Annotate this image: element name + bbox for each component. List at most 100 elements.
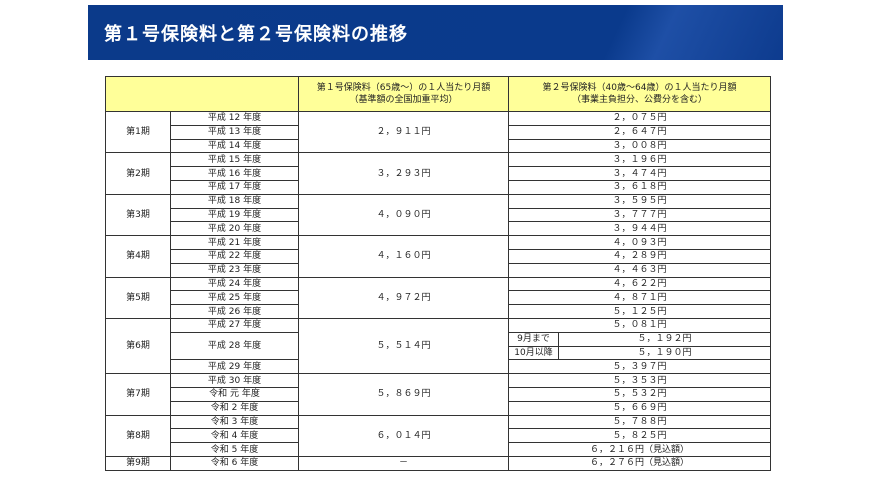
premium2-value: ５，０８１円 <box>508 317 771 333</box>
premium2-value: ３，００８円 <box>508 138 771 154</box>
premium1-value: ２，９１１円 <box>298 110 509 154</box>
premium2-value: ４，８７１円 <box>508 290 771 306</box>
period-label: 第4期 <box>105 235 171 278</box>
header-blank <box>105 76 299 112</box>
premium2-value: ４，４６３円 <box>508 262 771 278</box>
fiscal-year: 令和 3 年度 <box>170 414 299 430</box>
premium1-value: － <box>298 455 509 471</box>
premium2-value: ２，６４７円 <box>508 124 771 140</box>
premium2-value: ３，１９６円 <box>508 152 771 168</box>
premium2-value: ３，９４４円 <box>508 221 771 237</box>
header-premium1-line1: 第１号保険料（65歳～）の１人当たり月額 <box>316 83 491 93</box>
premium2-value: ６，２７６円（見込額） <box>508 455 771 471</box>
premium2-value: ３，６１８円 <box>508 179 771 195</box>
period-split-label: 9月まで <box>508 331 559 347</box>
fiscal-year: 令和 元 年度 <box>170 386 299 402</box>
premium1-value: ５，５１４円 <box>298 317 509 375</box>
title-banner: 第１号保険料と第２号保険料の推移 <box>88 5 783 60</box>
premium2-value: ５，７８８円 <box>508 414 771 430</box>
fiscal-year: 令和 5 年度 <box>170 442 299 457</box>
table-row: 第1期 平成 12 年度 ２，９１１円 ２，０７５円 <box>105 110 771 154</box>
fiscal-year: 令和 2 年度 <box>170 400 299 416</box>
period-label: 第9期 <box>105 455 171 471</box>
table-row: 令和 2 年度 ５，６６９円 <box>106 400 771 416</box>
premium2-value: ３，５９５円 <box>508 193 771 209</box>
fiscal-year: 平成 12 年度 <box>170 111 299 126</box>
period-label: 第8期 <box>105 414 171 457</box>
premium2-value: ４，６２２円 <box>508 276 771 292</box>
premium1-value: ４，１６０円 <box>298 235 509 278</box>
fiscal-year: 平成 23 年度 <box>170 262 299 278</box>
period-label: 第3期 <box>105 193 171 237</box>
fiscal-year: 平成 15 年度 <box>170 152 299 168</box>
table-row: 平成 14 年度 ３，００８円 <box>106 138 771 154</box>
header-premium1: 第１号保険料（65歳～）の１人当たり月額 （基準額の全国加重平均） <box>298 76 509 112</box>
premium1-value: ５，８６９円 <box>298 373 509 416</box>
table-row: 平成 25 年度 ４，８７１円 <box>106 290 771 306</box>
fiscal-year: 平成 16 年度 <box>170 166 299 181</box>
premium2-value: ５，８２５円 <box>508 428 771 444</box>
fiscal-year: 平成 30 年度 <box>170 373 299 388</box>
premium1-value: ４，０９０円 <box>298 193 509 237</box>
table-row: 平成 20 年度 ３，９４４円 <box>106 221 771 237</box>
fiscal-year: 平成 18 年度 <box>170 193 299 209</box>
period-label: 第1期 <box>105 110 171 154</box>
table-row: 第2期 平成 15 年度 ３，２９３円 ３，１９６円 <box>105 152 771 195</box>
fiscal-year: 平成 13 年度 <box>170 124 299 140</box>
fiscal-year: 平成 25 年度 <box>170 290 299 306</box>
period-label: 第2期 <box>105 152 171 195</box>
table-row: 平成 13 年度 ２，６４７円 <box>106 124 771 140</box>
premium2-value: ５，３５３円 <box>508 373 771 388</box>
period-label: 第6期 <box>105 317 171 375</box>
fiscal-year: 平成 20 年度 <box>170 221 299 237</box>
table-row: 第7期 平成 30 年度 ５，８６９円 ５，３５３円 <box>105 373 771 416</box>
fiscal-year: 平成 29 年度 <box>170 359 299 375</box>
fiscal-year: 平成 19 年度 <box>170 207 299 223</box>
table-row: 第8期 令和 3 年度 ６，０１４円 ５，７８８円 <box>105 414 771 457</box>
header-premium1-line2: （基準額の全国加重平均） <box>349 95 458 105</box>
premium-table: 第１号保険料（65歳～）の１人当たり月額 （基準額の全国加重平均） 第２号保険料（… <box>105 76 771 471</box>
premium2-value: ５，３９７円 <box>508 359 771 375</box>
premium2-value: ５，１２５円 <box>508 304 771 319</box>
period-split-label: 10月以降 <box>508 345 559 361</box>
premium1-value: ６，０１４円 <box>298 414 509 457</box>
premium1-value: ３，２９３円 <box>298 152 509 195</box>
table-row: 平成 28 年度 9月まで ５，１９２円 <box>106 331 771 361</box>
fiscal-year: 令和 4 年度 <box>170 428 299 444</box>
premium2-value: ４，０９３円 <box>508 235 771 250</box>
table-row: 平成 19 年度 ３，７７７円 <box>106 207 771 223</box>
table-row: 第5期 平成 24 年度 ４，９７２円 ４，６２２円 <box>105 276 771 319</box>
fiscal-year: 平成 22 年度 <box>170 248 299 264</box>
header-premium2-line2: （事業主負担分、公費分を含む） <box>571 95 707 105</box>
premium2-value: ５，１９０円 <box>558 345 771 361</box>
table-row: 平成 17 年度 ３，６１８円 <box>106 179 771 195</box>
premium2-value: ３，７７７円 <box>508 207 771 223</box>
premium2-value: ５，１９２円 <box>558 331 771 347</box>
table-row: 第4期 平成 21 年度 ４，１６０円 ４，０９３円 <box>105 235 771 278</box>
fiscal-year: 平成 26 年度 <box>170 304 299 319</box>
table-row: 第3期 平成 18 年度 ４，０９０円 ３，５９５円 <box>105 193 771 237</box>
premium1-value: ４，９７２円 <box>298 276 509 319</box>
premium2-value: ５，５３２円 <box>508 386 771 402</box>
fiscal-year: 平成 17 年度 <box>170 179 299 195</box>
fiscal-year: 平成 27 年度 <box>170 317 299 333</box>
fiscal-year: 平成 14 年度 <box>170 138 299 154</box>
fiscal-year: 令和 6 年度 <box>170 455 299 471</box>
header-premium2-line1: 第２号保険料（40歳～64歳）の１人当たり月額 <box>542 83 737 93</box>
premium2-value: ４，２８９円 <box>508 248 771 264</box>
header-premium2: 第２号保険料（40歳～64歳）の１人当たり月額 （事業主負担分、公費分を含む） <box>508 76 771 112</box>
table-row: 第9期 令和 6 年度－ ６，２７６円（見込額） <box>105 455 771 471</box>
period-label: 第5期 <box>105 276 171 319</box>
premium2-value: ３，４７４円 <box>508 166 771 181</box>
fiscal-year: 平成 24 年度 <box>170 276 299 292</box>
fiscal-year: 平成 28 年度 <box>170 331 299 361</box>
table-row: 平成 23 年度 ４，４６３円 <box>106 262 771 278</box>
fiscal-year: 平成 21 年度 <box>170 235 299 250</box>
premium2-value: ２，０７５円 <box>508 111 771 126</box>
header-row: 第１号保険料（65歳～）の１人当たり月額 （基準額の全国加重平均） 第２号保険料（… <box>105 76 771 112</box>
premium2-value: ６，２１６円（見込額） <box>508 442 771 457</box>
table-row: 第6期 平成 27 年度 ５，５１４円 ５，０８１円 <box>105 317 771 375</box>
page-title: 第１号保険料と第２号保険料の推移 <box>104 24 408 45</box>
period-label: 第7期 <box>105 373 171 416</box>
premium2-value: ５，６６９円 <box>508 400 771 416</box>
